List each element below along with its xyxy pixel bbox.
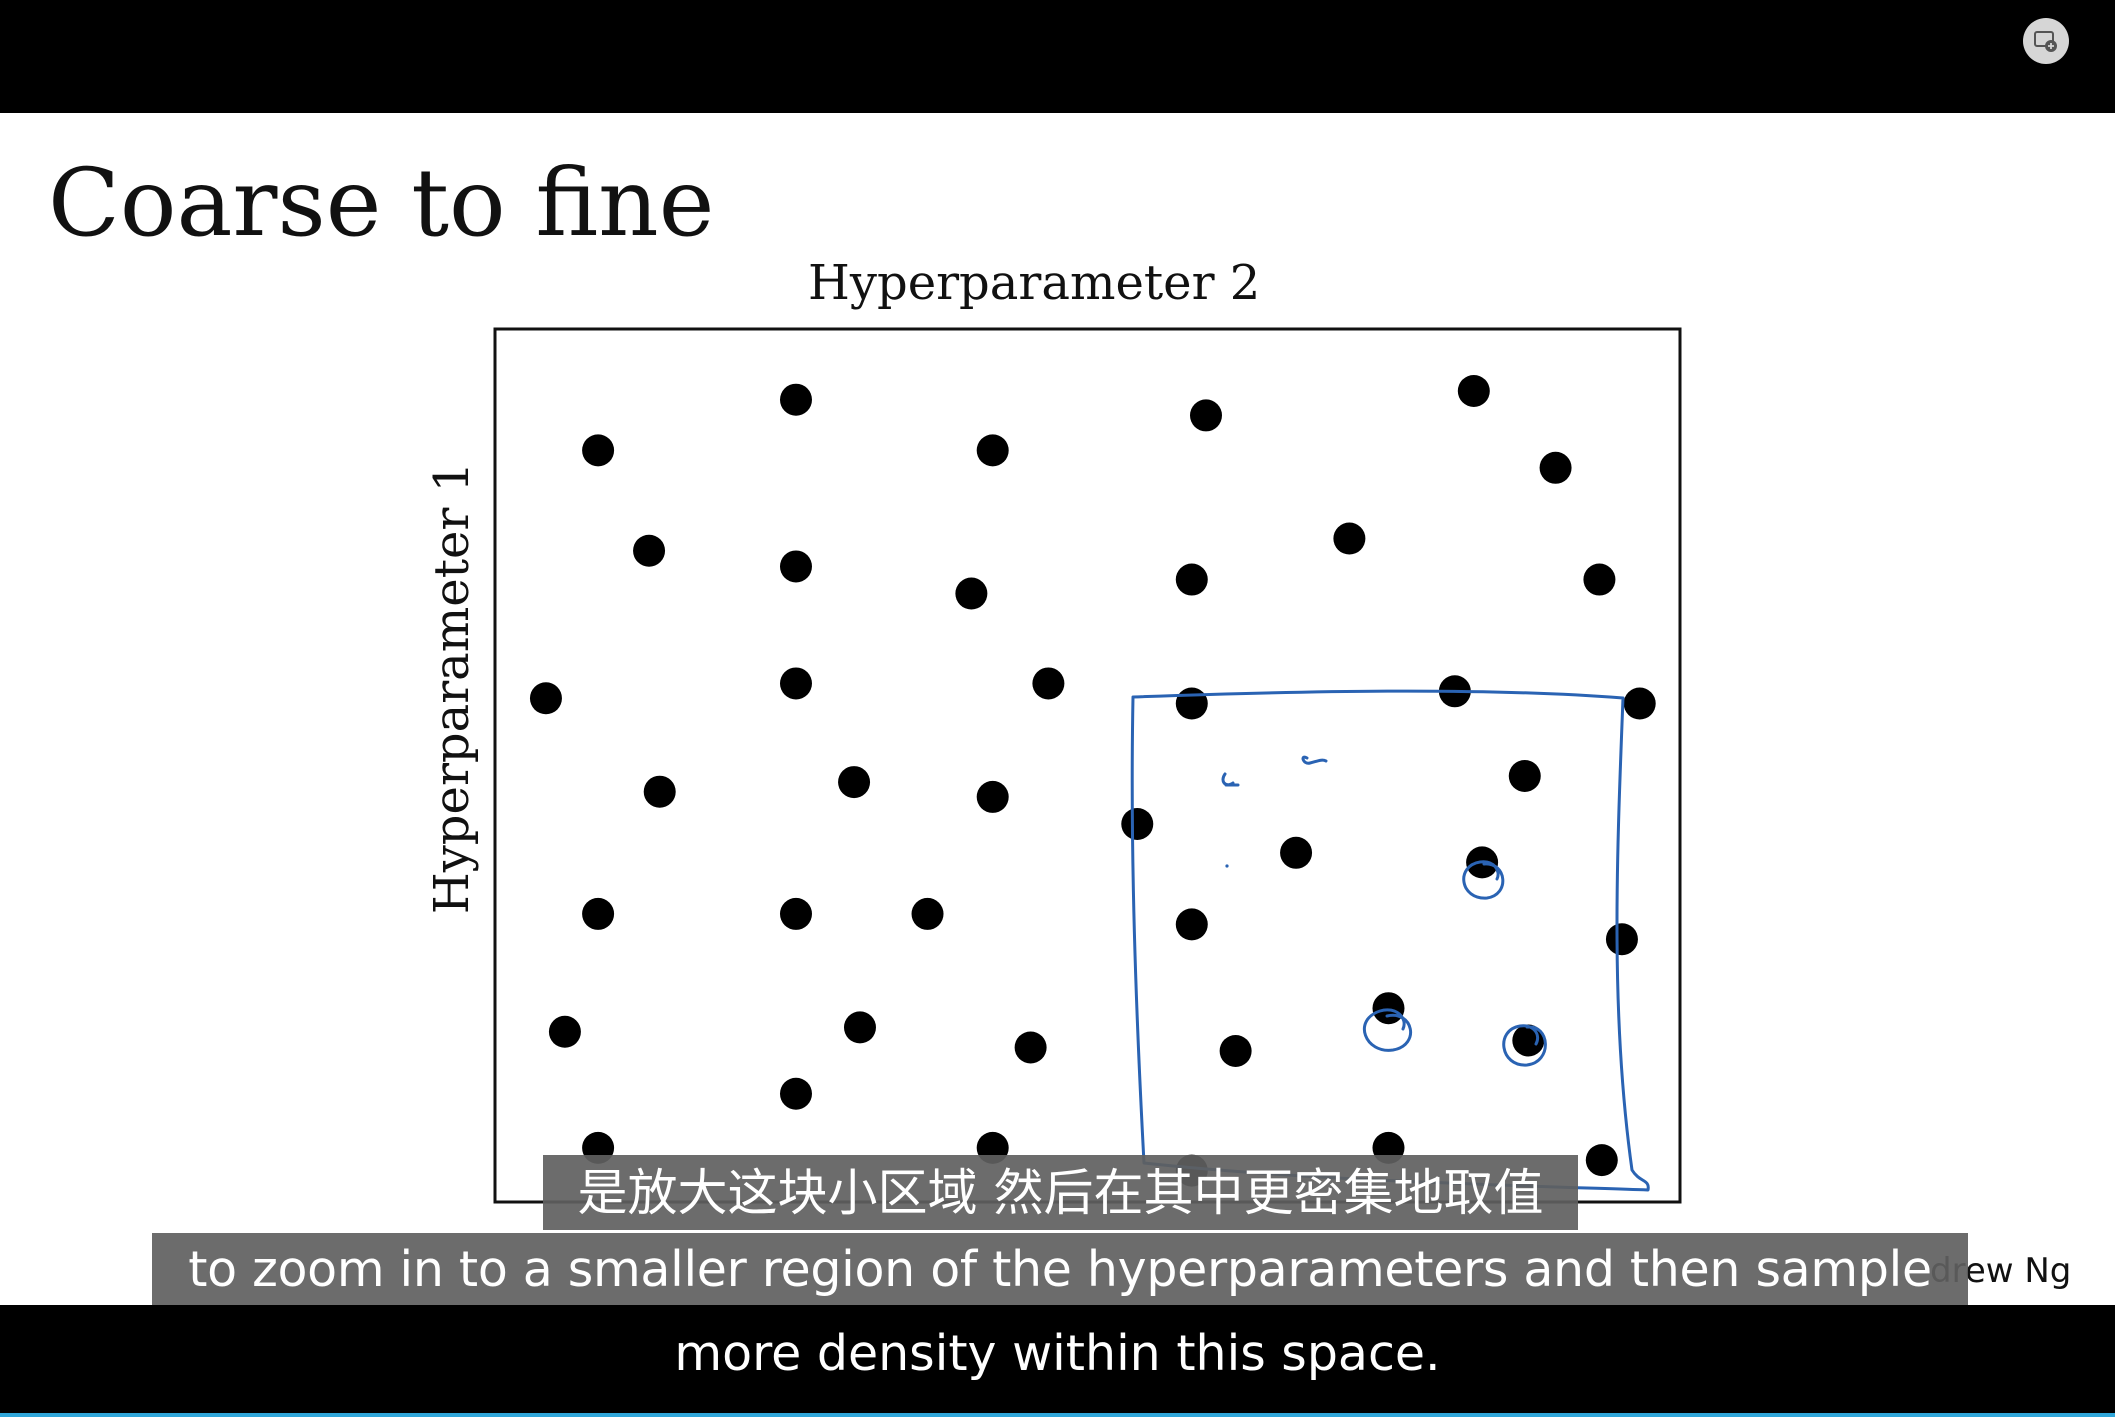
data-point: [843, 1011, 876, 1044]
data-point: [582, 434, 615, 467]
pen-scribble: [1221, 755, 1328, 787]
data-point: [1032, 667, 1065, 700]
data-point: [779, 383, 812, 416]
lecture-slide: Coarse to fine Hyperparameter 2 Hyperpar…: [0, 113, 2115, 1305]
data-point: [955, 577, 988, 610]
data-point: [1605, 923, 1638, 956]
data-point: [779, 897, 812, 930]
plot-frame: [493, 327, 1682, 1204]
subtitle-english-line-2: more density within this space.: [674, 1324, 1441, 1382]
data-point: [1219, 1034, 1252, 1067]
data-point: [633, 534, 666, 567]
data-point: [529, 682, 562, 715]
data-point: [976, 780, 1009, 813]
data-point: [582, 897, 615, 930]
data-points: [529, 374, 1656, 1187]
picture-in-picture-button[interactable]: [2023, 18, 2069, 64]
scatter-plot: [493, 327, 1682, 1204]
data-point: [1280, 836, 1313, 869]
slide-title: Coarse to fine: [48, 149, 715, 258]
video-progress-line[interactable]: [0, 1413, 2115, 1417]
data-point: [1175, 687, 1208, 720]
data-point: [976, 434, 1009, 467]
video-bottom-bar: [0, 1305, 2115, 1417]
data-point: [838, 766, 871, 799]
data-point: [1583, 563, 1616, 596]
subtitle-chinese: 是放大这块小区域 然后在其中更密集地取值: [543, 1155, 1578, 1230]
subtitle-english-line-1: to zoom in to a smaller region of the hy…: [152, 1233, 1968, 1305]
data-point: [1372, 992, 1405, 1025]
circled-point-2: [1362, 1008, 1412, 1052]
circled-point-1: [1462, 860, 1505, 900]
data-point: [1175, 908, 1208, 941]
data-point: [1623, 687, 1656, 720]
data-point: [779, 550, 812, 583]
data-point: [779, 1077, 812, 1110]
video-top-bar: [0, 0, 2115, 113]
data-point: [1585, 1144, 1618, 1177]
hand-drawn-annotation: [1130, 689, 1650, 1192]
data-point: [1457, 374, 1490, 407]
data-point: [779, 667, 812, 700]
x-axis-label: Hyperparameter 2: [808, 255, 1261, 311]
data-point: [1190, 399, 1222, 432]
data-point: [1121, 807, 1154, 840]
data-point: [1333, 522, 1366, 555]
data-point: [548, 1015, 581, 1048]
data-point: [1175, 563, 1208, 596]
zoom-region-box: [1130, 689, 1650, 1192]
data-point: [643, 775, 676, 808]
data-point: [1014, 1031, 1047, 1064]
picture-in-picture-icon: [2034, 31, 2057, 52]
data-point: [911, 897, 944, 930]
data-point: [1508, 759, 1541, 792]
data-point: [1539, 451, 1572, 484]
circled-point-3: [1502, 1024, 1547, 1067]
